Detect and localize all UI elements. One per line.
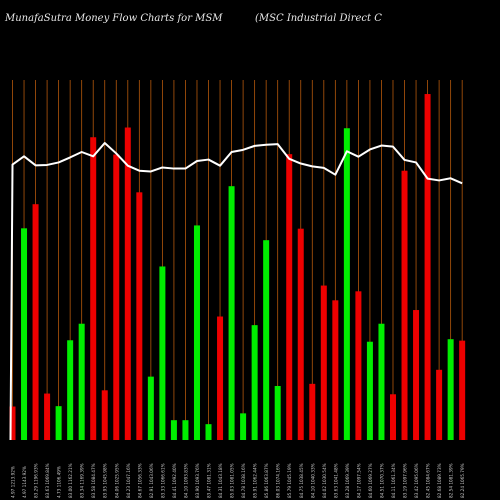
- money-flow-bar: [147, 376, 154, 440]
- money-flow-bar: [228, 186, 235, 440]
- x-tick-label: 85.91 1062.44%: [253, 463, 258, 498]
- money-flow-bar: [436, 369, 443, 440]
- x-tick-label: 84.11 1061.34%: [391, 463, 396, 498]
- chart-subtitle: (MSC Industrial Direct C: [255, 13, 382, 24]
- x-tick-label: 84.02 1030.54%: [322, 463, 327, 498]
- x-tick-label: 83.28 1069.39%: [345, 463, 350, 498]
- money-flow-bar: [217, 316, 224, 440]
- money-flow-bar: [78, 323, 85, 440]
- money-flow-bar: [90, 137, 97, 441]
- money-flow-bar: [136, 192, 143, 440]
- x-tick-label: 85.79 1045.19%: [287, 463, 292, 498]
- x-tick-label: 83.58 1084.47%: [91, 463, 96, 498]
- money-flow-bar: [240, 413, 247, 440]
- money-flow-bar: [355, 291, 362, 440]
- x-tick-label: 84.06 1025.95%: [114, 463, 119, 498]
- x-tick-label: 83.95 1045.98%: [103, 463, 108, 498]
- money-flow-bar: [332, 300, 339, 440]
- money-flow-bar: [55, 406, 62, 440]
- money-flow-bar: [343, 128, 350, 441]
- money-flow-bar: [101, 390, 108, 440]
- money-flow-bar: [274, 386, 281, 440]
- x-tick-label: 84.31 1043.18%: [218, 463, 223, 498]
- x-tick-label: 84.10 1040.33%: [310, 463, 315, 498]
- x-tick-label: 82.54 1081.39%: [449, 463, 454, 498]
- x-tick-label: 83.63 1069.84%: [45, 463, 50, 498]
- chart-title: MunafaSutra Money Flow Charts for MSM: [5, 13, 223, 24]
- x-tick-label: 83.47 1081.31%: [207, 463, 212, 498]
- money-flow-bar: [459, 340, 466, 440]
- x-tick-label: 84.67 1056.33%: [137, 463, 142, 498]
- money-flow-bar: [124, 127, 131, 441]
- x-tick-label: 4.97 1143.92%: [22, 466, 27, 498]
- money-flow-bar: [424, 94, 431, 440]
- x-tick-label: 4.73 1106.49%: [57, 466, 62, 498]
- money-flow-bar: [263, 240, 270, 440]
- x-tick-label: 4.97 1213.92%: [11, 466, 16, 498]
- x-tick-label: 86.03 1074.16%: [276, 463, 281, 498]
- money-flow-bar: [286, 154, 293, 440]
- x-tick-label: 83.42 1095.06%: [414, 463, 419, 498]
- x-tick-label: 83.00 1162.21%: [68, 463, 73, 498]
- money-flow-bar: [44, 393, 51, 440]
- x-tick-label: 83.33 1066.61%: [160, 463, 165, 498]
- money-flow-bar: [159, 266, 166, 440]
- money-flow-bar: [320, 285, 327, 440]
- money-flow-bar: [67, 340, 74, 440]
- x-tick-label: 84.10 1093.83%: [183, 463, 188, 498]
- money-flow-bar: [401, 170, 408, 440]
- x-tick-label: 82.45 1084.67%: [426, 463, 431, 498]
- x-tick-label: 83.63 1041.48%: [333, 463, 338, 498]
- price-line: [9, 142, 463, 441]
- x-tick-label: 82.91 1043.06%: [149, 463, 154, 498]
- x-tick-label: 84.60 1069.27%: [368, 463, 373, 498]
- money-flow-bar: [205, 424, 212, 440]
- money-flow-bar: [309, 383, 316, 440]
- x-tick-label: 84.17 1097.54%: [356, 463, 361, 498]
- money-flow-bar: [447, 339, 454, 440]
- x-tick-label: 82.24 1065.79%: [460, 463, 465, 498]
- money-flow-bar: [32, 204, 39, 440]
- money-flow-bar: [9, 406, 16, 440]
- x-tick-label: 84.75 1038.45%: [299, 463, 304, 498]
- money-flow-bar: [378, 323, 385, 440]
- money-flow-bar: [366, 341, 373, 440]
- x-tick-label: 84.41 1092.40%: [172, 463, 177, 498]
- x-tick-label: 84.78 1038.16%: [241, 463, 246, 498]
- money-flow-bar: [193, 225, 200, 440]
- money-flow-bar: [251, 325, 258, 440]
- x-tick-label: 83.29 1196.93%: [34, 463, 39, 498]
- money-flow-bar: [389, 394, 396, 440]
- x-tick-label: 84.23 1047.16%: [126, 463, 131, 498]
- money-flow-bar: [182, 420, 189, 440]
- x-tick-label: 83.34 1169.39%: [80, 463, 85, 498]
- x-tick-label: 85.03 1081.05%: [230, 463, 235, 498]
- money-flow-bar: [413, 310, 420, 440]
- x-tick-label: 82.68 1089.73%: [437, 463, 442, 498]
- money-flow-bar: [170, 420, 177, 440]
- x-tick-label: 84.51 1070.37%: [379, 463, 384, 498]
- x-tick-label: 83.19 1097.96%: [403, 463, 408, 498]
- x-tick-label: 85.86 1063.87%: [264, 463, 269, 498]
- x-tick-label: 83.90 1093.76%: [195, 463, 200, 498]
- money-flow-bar: [21, 228, 28, 440]
- money-flow-bar: [297, 228, 304, 440]
- money-flow-bar: [113, 154, 120, 440]
